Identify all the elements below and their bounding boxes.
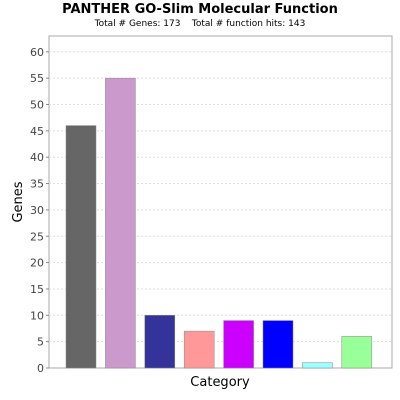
bars bbox=[65, 77, 373, 369]
x-axis-label: Category bbox=[190, 375, 250, 390]
bar-6[interactable] bbox=[262, 320, 294, 369]
chart-title: PANTHER GO-Slim Molecular Function bbox=[62, 2, 338, 17]
bar-2[interactable] bbox=[105, 77, 136, 369]
y-tick-label: 45 bbox=[30, 125, 44, 138]
y-tick-label: 5 bbox=[37, 336, 44, 349]
y-tick-label: 0 bbox=[37, 362, 44, 375]
y-tick-label: 40 bbox=[30, 151, 44, 164]
chart-subtitle: Total # Genes: 173 Total # function hits… bbox=[94, 19, 306, 29]
y-axis-label: Genes bbox=[11, 181, 26, 222]
bar-3[interactable] bbox=[144, 315, 176, 369]
y-axis-ticks: 0 5 10 15 20 25 30 35 40 45 50 55 60 bbox=[30, 46, 49, 375]
y-tick-label: 25 bbox=[30, 230, 44, 243]
y-tick-label: 50 bbox=[30, 99, 44, 112]
bar-8[interactable] bbox=[341, 336, 373, 369]
y-tick-label: 55 bbox=[30, 72, 44, 85]
bar-5[interactable] bbox=[223, 320, 254, 369]
bar-7[interactable] bbox=[302, 362, 333, 369]
y-tick-label: 30 bbox=[30, 204, 44, 217]
y-tick-label: 15 bbox=[30, 283, 44, 296]
bar-4[interactable] bbox=[183, 330, 215, 369]
y-tick-label: 20 bbox=[30, 257, 44, 270]
plot-area bbox=[48, 35, 393, 369]
y-tick-label: 10 bbox=[30, 309, 44, 322]
bar-1[interactable] bbox=[65, 125, 97, 369]
y-tick-label: 35 bbox=[30, 178, 44, 191]
y-tick-label: 60 bbox=[30, 46, 44, 59]
